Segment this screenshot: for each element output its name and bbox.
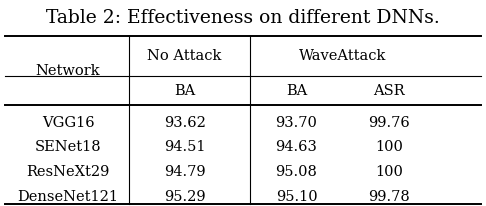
Text: SENet18: SENet18 bbox=[35, 140, 102, 154]
Text: BA: BA bbox=[174, 84, 195, 98]
Text: 100: 100 bbox=[375, 165, 403, 179]
Text: 100: 100 bbox=[375, 140, 403, 154]
Text: 94.63: 94.63 bbox=[276, 140, 317, 154]
Text: 93.70: 93.70 bbox=[276, 116, 317, 130]
Text: BA: BA bbox=[286, 84, 307, 98]
Text: Network: Network bbox=[36, 64, 100, 77]
Text: ASR: ASR bbox=[373, 84, 405, 98]
Text: Table 2: Effectiveness on different DNNs.: Table 2: Effectiveness on different DNNs… bbox=[46, 8, 440, 27]
Text: 95.10: 95.10 bbox=[276, 190, 317, 204]
Text: 99.78: 99.78 bbox=[368, 190, 410, 204]
Text: 93.62: 93.62 bbox=[164, 116, 206, 130]
Text: No Attack: No Attack bbox=[147, 49, 222, 63]
Text: 94.51: 94.51 bbox=[164, 140, 206, 154]
Text: 95.29: 95.29 bbox=[164, 190, 206, 204]
Text: 94.79: 94.79 bbox=[164, 165, 206, 179]
Text: 95.08: 95.08 bbox=[276, 165, 317, 179]
Text: ResNeXt29: ResNeXt29 bbox=[26, 165, 110, 179]
Text: VGG16: VGG16 bbox=[42, 116, 94, 130]
Text: 99.76: 99.76 bbox=[368, 116, 410, 130]
Text: WaveAttack: WaveAttack bbox=[299, 49, 386, 63]
Text: DenseNet121: DenseNet121 bbox=[17, 190, 119, 204]
